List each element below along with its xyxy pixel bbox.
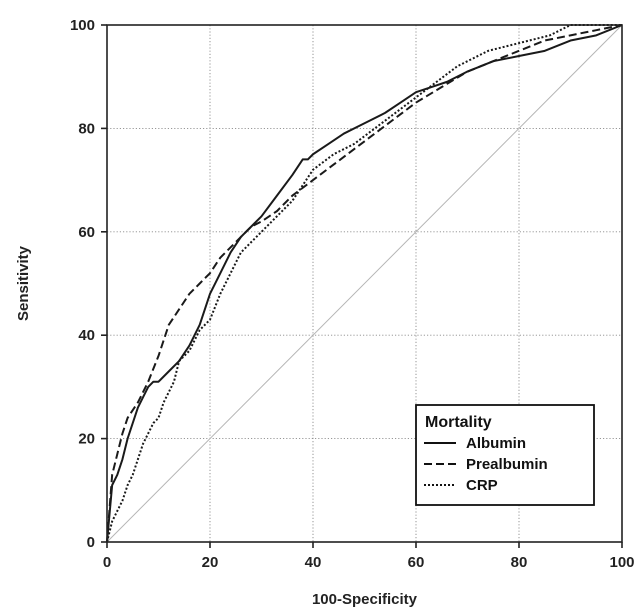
y-tick-label: 20: [78, 431, 95, 448]
legend-title: Mortality: [425, 414, 492, 431]
y-axis-title: Sensitivity: [15, 245, 32, 321]
x-axis-title: 100-Specificity: [312, 591, 418, 608]
y-tick-label: 60: [78, 224, 95, 241]
reference-diagonal-line: [106, 24, 623, 543]
legend-label-prealbumin: Prealbumin: [466, 456, 548, 473]
series-line-albumin: [106, 24, 623, 543]
x-tick-label: 100: [609, 554, 634, 571]
series-layer: [106, 24, 623, 543]
x-tick-label: 0: [103, 554, 111, 571]
y-tick-label: 40: [78, 327, 95, 344]
x-tick-label: 40: [305, 554, 322, 571]
legend: Mortality Albumin Prealbumin CRP: [415, 404, 595, 506]
y-tick-label: 0: [87, 534, 95, 551]
x-tick-label: 80: [511, 554, 528, 571]
legend-label-albumin: Albumin: [466, 435, 526, 452]
y-axis-ticks: 0 20 40 60 80 100: [70, 17, 107, 551]
series-line-prealbumin: [106, 24, 623, 543]
legend-items: Albumin Prealbumin CRP: [424, 435, 548, 494]
legend-label-crp: CRP: [466, 477, 498, 494]
x-axis-ticks: 0 20 40 60 80 100: [103, 542, 635, 571]
y-tick-label: 80: [78, 120, 95, 137]
legend-box: [415, 404, 595, 506]
y-tick-label: 100: [70, 17, 95, 34]
x-tick-label: 20: [202, 554, 219, 571]
x-tick-label: 60: [408, 554, 425, 571]
plot-frame: [106, 24, 623, 543]
series-line-crp: [106, 24, 622, 543]
